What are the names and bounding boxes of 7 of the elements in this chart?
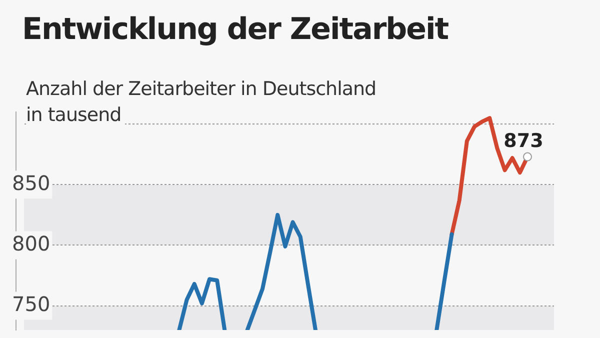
y-tick-label: 800 (12, 231, 50, 256)
data-label: 873 (504, 130, 544, 152)
chart-title: Entwicklung der Zeitarbeit (22, 12, 448, 47)
y-tick-label: 750 (12, 292, 50, 316)
y-axis-title: in tausend (26, 104, 126, 126)
y-tick-label: 850 (12, 170, 50, 195)
chart-subtitle: Anzahl der Zeitarbeiter in Deutschland (26, 78, 376, 100)
